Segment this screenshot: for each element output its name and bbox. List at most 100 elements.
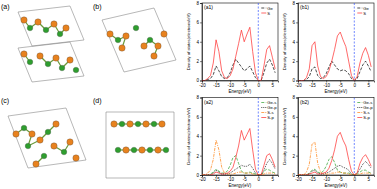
tick-label: 0: [292, 78, 295, 83]
legend-swatch: [357, 8, 362, 9]
dos-chart: -20-15-10-50502468(b2)Energy(eV)Density …: [282, 95, 375, 188]
x-axis-title: Energy(eV): [325, 183, 348, 188]
atom: [27, 59, 33, 65]
y-tick: 8: [292, 95, 298, 100]
tick-label: -5: [339, 83, 343, 88]
tick-mark: [296, 156, 298, 157]
y-tick: 4: [196, 134, 202, 139]
legend-swatch: [261, 107, 266, 108]
atom: [155, 43, 161, 49]
x-tick: 5: [272, 175, 275, 182]
atom: [53, 121, 59, 127]
atom: [33, 161, 39, 167]
unit-cell: [102, 8, 176, 72]
atom: [107, 31, 113, 37]
plot-frame: [202, 98, 278, 176]
atom: [163, 147, 169, 153]
axis-line: [296, 98, 299, 176]
atom: [51, 21, 57, 27]
tick-label: -5: [339, 177, 343, 182]
plot-area: [298, 3, 371, 81]
legend-label: S-p: [267, 115, 274, 120]
tick-mark: [296, 61, 298, 62]
atom: [21, 125, 27, 131]
x-tick: -20: [199, 81, 206, 88]
structure-panel: (c): [1, 97, 86, 168]
x-axis: -20-15-10-505: [199, 175, 278, 182]
panel-label: (a): [1, 3, 10, 11]
atom: [61, 149, 67, 155]
atom: [143, 121, 149, 127]
atom: [73, 67, 79, 73]
y-tick: 2: [292, 154, 298, 159]
dos-line: [298, 142, 371, 175]
legend-swatch: [357, 13, 362, 14]
legend: GeS: [357, 6, 369, 16]
tick-mark: [200, 98, 202, 99]
legend-label: S-p: [363, 115, 370, 120]
atom: [21, 51, 27, 57]
tick-label: -5: [243, 83, 247, 88]
atom: [73, 155, 79, 161]
x-tick: 0: [354, 175, 357, 182]
y-tick: 4: [196, 40, 202, 45]
chart-title: (a2): [204, 99, 213, 105]
chart-title: (b2): [300, 99, 309, 105]
legend-swatch: [357, 112, 362, 113]
y-tick: 2: [292, 59, 298, 64]
legend: Ge-sGe-pS-sS-p: [357, 100, 373, 120]
y-tick: 2: [196, 59, 202, 64]
atom: [115, 147, 121, 153]
y-axis-title: Density of states(electrons/eV): [282, 107, 287, 165]
chart-title: (a1): [204, 4, 213, 10]
x-tick: -10: [227, 81, 234, 88]
tick-mark: [200, 61, 202, 62]
tick-label: 8: [196, 95, 199, 100]
tick-label: 8: [292, 1, 295, 6]
tick-label: 0: [258, 83, 261, 88]
x-tick: -20: [295, 81, 302, 88]
x-tick: -5: [339, 81, 343, 88]
tick-mark: [296, 42, 298, 43]
x-tick: -10: [323, 81, 330, 88]
atom: [67, 139, 73, 145]
structure-panel: (a): [1, 3, 84, 82]
atom: [119, 121, 125, 127]
fermi-line: [258, 3, 259, 81]
atom: [67, 57, 73, 63]
atom: [131, 147, 137, 153]
tick-label: 4: [292, 134, 295, 139]
tick-label: 0: [354, 83, 357, 88]
x-tick: -5: [243, 81, 247, 88]
atom: [43, 27, 49, 33]
atom: [111, 121, 117, 127]
y-tick: 0: [292, 173, 298, 178]
atom: [37, 137, 43, 143]
atom: [37, 53, 43, 59]
tick-label: 0: [354, 177, 357, 182]
legend: GeS: [261, 6, 273, 16]
tick-label: 4: [196, 40, 199, 45]
axis-line: [296, 4, 299, 82]
tick-label: 4: [292, 40, 295, 45]
y-axis: 02468: [196, 1, 202, 84]
legend-swatch: [261, 112, 266, 113]
atom: [151, 121, 157, 127]
tick-mark: [200, 175, 202, 176]
legend-label: S: [363, 11, 366, 16]
y-tick: 2: [196, 154, 202, 159]
plot-area: [202, 3, 275, 81]
dos-line: [202, 27, 275, 80]
tick-label: 6: [292, 115, 295, 120]
x-tick: 5: [272, 81, 275, 88]
x-axis-title: Energy(eV): [229, 89, 252, 94]
y-tick: 0: [292, 78, 298, 83]
x-axis-title: Energy(eV): [325, 89, 348, 94]
x-tick: 5: [368, 175, 371, 182]
y-axis-title: Density of states(electrons/eV): [186, 107, 191, 165]
x-tick: 0: [258, 81, 261, 88]
dos-line: [202, 129, 275, 176]
tick-label: 8: [196, 1, 199, 6]
axis-line: [200, 4, 203, 82]
x-axis: -20-15-10-505: [199, 81, 278, 88]
